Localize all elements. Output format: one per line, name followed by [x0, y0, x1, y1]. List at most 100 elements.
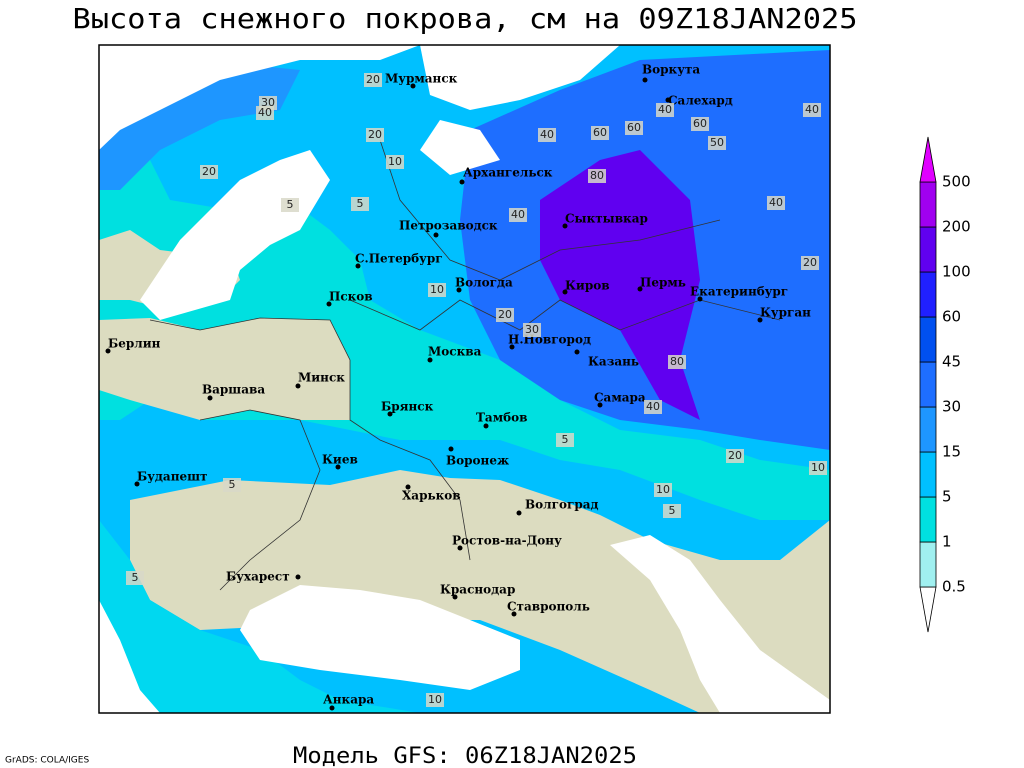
- contour-label: 60: [593, 126, 607, 139]
- city-label: Курган: [760, 306, 811, 320]
- city-dot: [459, 179, 465, 185]
- city-dot: [457, 545, 463, 551]
- contour-label: 30: [261, 96, 275, 109]
- colorbar-label: 0.5: [942, 578, 966, 596]
- city-dot: [637, 286, 643, 292]
- colorbar-under: [919, 586, 937, 633]
- contour-label-box: [591, 126, 609, 140]
- map-frame: [98, 44, 831, 714]
- city-label: Салехард: [668, 94, 733, 108]
- contour-label-box: [803, 103, 821, 117]
- city-label: Минск: [298, 371, 345, 385]
- city-label: Харьков: [402, 489, 461, 503]
- city-dot: [697, 296, 703, 302]
- contour-label-box: [654, 483, 672, 497]
- city-dot: [134, 481, 140, 487]
- contour-label: 30: [525, 323, 539, 336]
- city-label: Н.Новгород: [508, 333, 591, 347]
- map: [99, 45, 830, 713]
- contour-label-box: [801, 256, 819, 270]
- no-snow: [99, 318, 350, 420]
- contour-label-box: [126, 571, 144, 585]
- colorbar-label: 100: [942, 263, 971, 281]
- sea: [140, 150, 330, 320]
- city-label: Краснодар: [440, 583, 515, 597]
- contour-label-box: [809, 461, 827, 475]
- colorbar-band: [919, 316, 937, 363]
- contour-label-box: [223, 478, 241, 492]
- snow-very-deep: [540, 150, 700, 420]
- city-label: Варшава: [202, 383, 265, 397]
- city-label: Волгоград: [525, 498, 598, 512]
- city-label: Москва: [428, 345, 482, 359]
- colorbar-band: [919, 406, 937, 453]
- city-dot: [335, 464, 341, 470]
- colorbar-label: 1: [942, 533, 952, 551]
- no-snow: [130, 470, 830, 713]
- city-label: Воркута: [642, 63, 700, 77]
- colorbar-label: 30: [942, 398, 961, 416]
- contour-label: 80: [590, 169, 604, 182]
- city-label: Пермь: [640, 276, 686, 290]
- city-label: Казань: [588, 355, 639, 369]
- title: Высота снежного покрова, см на 09Z18JAN2…: [73, 2, 858, 35]
- contour-label-box: [256, 106, 274, 120]
- city-dot: [452, 594, 458, 600]
- contour-label-box: [364, 73, 382, 87]
- city-dot: [509, 344, 515, 350]
- city-dot: [757, 317, 763, 323]
- contour-label: 5: [357, 197, 364, 210]
- colorbar-label: 500: [942, 173, 971, 191]
- contour-label: 40: [646, 400, 660, 413]
- city-dot: [456, 287, 462, 293]
- sea: [420, 45, 620, 110]
- city-dot: [387, 411, 393, 417]
- colorbar-label: 5: [942, 488, 952, 506]
- contour-label-box: [767, 196, 785, 210]
- colorbar-band: [919, 541, 937, 588]
- city-label: Брянск: [381, 400, 434, 414]
- credit: GrADS: COLA/IGES: [5, 756, 89, 766]
- sea: [99, 600, 160, 713]
- contour-label: 40: [658, 103, 672, 116]
- snow-light: [99, 520, 420, 713]
- contour-label: 5: [669, 504, 676, 517]
- contour-label-box: [509, 208, 527, 222]
- contour-label: 10: [811, 461, 825, 474]
- city-dot: [574, 349, 580, 355]
- contour-label: 10: [656, 483, 670, 496]
- contour-label: 60: [693, 117, 707, 130]
- city-dot: [405, 484, 411, 490]
- contour-label: 20: [366, 73, 380, 86]
- contour-label: 5: [562, 433, 569, 446]
- contour-label-box: [556, 433, 574, 447]
- city-label: Псков: [329, 290, 373, 304]
- city-dot: [642, 77, 648, 83]
- contour-label: 60: [627, 121, 641, 134]
- contour-label: 10: [388, 155, 402, 168]
- city-dot: [511, 611, 517, 617]
- contour-label: 20: [803, 256, 817, 269]
- contour-label: 20: [498, 308, 512, 321]
- contour-label-box: [726, 449, 744, 463]
- colorbar-band: [919, 181, 937, 228]
- city-dot: [105, 348, 111, 354]
- city-dot: [427, 357, 433, 363]
- contour-label-box: [523, 323, 541, 337]
- contour-label-box: [708, 136, 726, 150]
- city-label: Вологда: [455, 276, 513, 290]
- colorbar-band: [919, 451, 937, 498]
- colorbar-label: 45: [942, 353, 961, 371]
- contour-label-box: [428, 283, 446, 297]
- contour-label-box: [691, 117, 709, 131]
- city-dot: [483, 423, 489, 429]
- city-label: Воронеж: [446, 454, 509, 468]
- city-dot: [326, 301, 332, 307]
- sea: [240, 585, 520, 690]
- city-label: Киев: [322, 453, 358, 467]
- contour-label-box: [281, 198, 299, 212]
- contour-label-box: [496, 308, 514, 322]
- model-caption: Модель GFS: 06Z18JAN2025: [293, 744, 637, 768]
- city-label: Берлин: [108, 337, 161, 351]
